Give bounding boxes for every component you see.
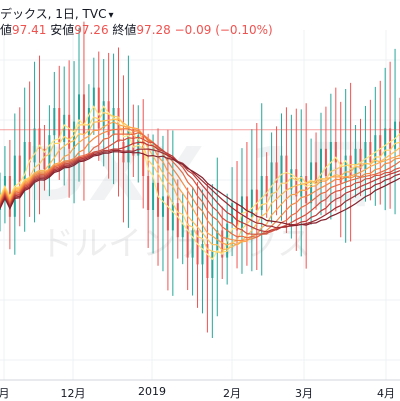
candle-body — [231, 203, 234, 224]
candle-body — [18, 155, 21, 183]
candle-body — [300, 176, 303, 197]
candle-body — [206, 244, 209, 278]
candle-body — [186, 223, 189, 258]
candle-body — [359, 148, 362, 170]
candle-body — [305, 176, 308, 204]
candle-body — [354, 148, 357, 176]
ohlc-row: 値97.41 安値97.26 終値97.28 −0.09 (−0.10%) — [0, 22, 273, 38]
candle-body — [221, 230, 224, 258]
candle-body — [53, 108, 56, 136]
candle-body — [369, 142, 372, 163]
candle-body — [339, 162, 342, 183]
candle-body — [260, 176, 263, 210]
candle-body — [43, 148, 46, 170]
candle-body — [58, 108, 61, 142]
candle-body — [379, 135, 382, 156]
candle-body — [102, 101, 105, 129]
candle-body — [191, 230, 194, 258]
grid — [0, 30, 400, 380]
high-label: 値 — [0, 23, 13, 37]
candle-body — [275, 162, 278, 183]
ma-line — [0, 121, 400, 246]
candle-body — [211, 250, 214, 278]
candle-body — [394, 121, 397, 149]
low-label: 安値 — [50, 23, 75, 37]
low-value: 97.26 — [74, 23, 109, 37]
legend-title-row: デックス, 1日, TVC ▾ — [0, 6, 113, 24]
ma-line — [0, 148, 400, 229]
candle-body — [161, 196, 164, 217]
candle-body — [147, 176, 150, 210]
candle-body — [216, 230, 219, 251]
x-tick-label: 2月 — [223, 387, 241, 400]
change-value: −0.09 (−0.10%) — [174, 23, 273, 37]
candle-body — [250, 189, 253, 217]
candle-body — [97, 87, 100, 129]
candle-body — [389, 128, 392, 149]
candle-body — [63, 114, 66, 142]
candle-body — [78, 94, 81, 122]
candle-body — [38, 128, 41, 149]
candle-body — [334, 142, 337, 163]
candle-body — [236, 203, 239, 231]
candle-body — [132, 128, 135, 156]
candle-body — [265, 176, 268, 197]
candle-body — [196, 230, 199, 265]
candle-body — [92, 87, 95, 108]
candle-body — [87, 108, 90, 136]
candle-body — [245, 196, 248, 217]
candle-body — [171, 203, 174, 231]
candle-body — [349, 155, 352, 176]
close-label: 終値 — [112, 23, 137, 37]
candle-body — [364, 142, 367, 170]
close-value: 97.28 — [136, 23, 171, 37]
candle-body — [280, 155, 283, 183]
candle-body — [82, 94, 85, 136]
candle-body — [319, 148, 322, 183]
candle-body — [329, 142, 332, 176]
x-tick-label: 3月 — [295, 387, 313, 400]
symbol-title[interactable]: デックス, 1日, TVC — [0, 7, 107, 21]
candle-body — [181, 223, 184, 238]
candle-body — [107, 101, 110, 136]
candle-body — [166, 196, 169, 231]
candle-body — [255, 189, 258, 210]
high-value: 97.41 — [12, 23, 47, 37]
ma-line — [0, 118, 400, 251]
candle-body — [295, 169, 298, 197]
ma-line — [0, 105, 400, 261]
candle-body — [23, 142, 26, 183]
candle-body — [28, 142, 31, 163]
candle-body — [310, 162, 313, 204]
candle-body — [33, 128, 36, 163]
x-tick-label: 4月 — [377, 387, 395, 400]
x-tick-label: 月 — [0, 387, 10, 400]
ma-line — [0, 141, 400, 233]
candle-body — [157, 182, 160, 217]
ma-line — [0, 151, 400, 227]
ma-line — [0, 127, 400, 242]
candle-body — [48, 135, 51, 170]
candle-body — [176, 203, 179, 238]
candle-body — [201, 244, 204, 265]
candle-body — [324, 148, 327, 176]
ma-ribbon — [0, 105, 400, 261]
x-tick-label: 2019 — [138, 385, 166, 398]
chevron-down-icon[interactable]: ▾ — [108, 10, 114, 21]
ma-line — [0, 132, 400, 239]
candle-body — [315, 162, 318, 183]
candle-body — [270, 162, 273, 197]
candle-body — [142, 135, 145, 176]
ma-line — [0, 136, 400, 235]
candles — [0, 21, 400, 338]
candle-body — [152, 182, 155, 210]
ma-line — [0, 111, 400, 253]
candle-body — [290, 169, 293, 190]
candle-body — [384, 128, 387, 156]
candle-body — [68, 114, 71, 149]
x-tick-label: 12月 — [60, 387, 86, 400]
candle-body — [374, 135, 377, 163]
candle-body — [344, 155, 347, 183]
